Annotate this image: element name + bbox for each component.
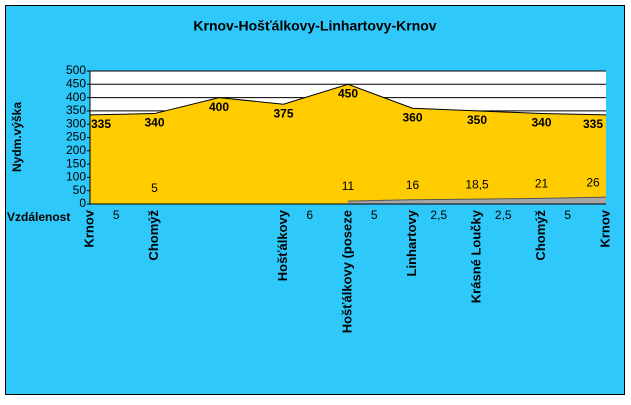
y-tick-label: 450 [66,76,86,90]
x-tick-label: Hošťálkovy (poseze [339,210,354,333]
y-tick-label: 500 [66,63,86,77]
chart-title: Krnov-Hošťálkovy-Linhartovy-Krnov [193,18,436,34]
segment-distance: 5 [564,208,571,222]
data-label: 350 [467,113,487,127]
x-tick-label: Chomýž [146,210,161,261]
data-label: 340 [144,116,164,130]
data-label: 450 [338,86,358,100]
y-tick-label: 100 [66,170,86,184]
data-label: 11 [342,179,355,193]
segment-distance: 5 [113,208,120,222]
data-label: 340 [531,116,551,130]
x-tick-label: Krnov [597,209,612,247]
segment-distance: 2,5 [495,208,512,222]
data-label: 16 [406,178,420,192]
area [90,84,606,204]
data-label: 18,5 [465,177,489,191]
y-tick-label: 300 [66,116,86,130]
x-tick-label: Linhartovy [404,209,419,276]
area-outline [89,83,607,116]
y-tick-label: 400 [66,90,86,104]
data-label: 335 [583,117,603,131]
segment-distance: 2,5 [430,208,447,222]
y-tick-label: 200 [66,143,86,157]
y-tick-label: 50 [73,183,87,197]
data-label: 360 [402,110,422,124]
data-label: 26 [586,175,600,189]
y-tick-label: 150 [66,156,86,170]
x-tick-label: Krnov [81,209,96,247]
y-axis-label: Nydm.výška [10,102,24,172]
area-outline [347,196,607,202]
data-label: 375 [273,106,293,120]
x-tick-label: Hošťálkovy [275,209,290,281]
y-tick-label: 0 [79,196,86,210]
segment-distance: 6 [306,208,313,222]
data-label: 335 [91,117,111,131]
data-label: 21 [535,177,549,191]
x-tick-label: Krásné Loučky [468,209,483,303]
y-tick-label: 350 [66,103,86,117]
segment-distance: 5 [371,208,378,222]
data-label: 5 [151,181,158,195]
data-label: 400 [209,100,229,114]
x-tick-label: Chomýž [533,210,548,261]
y-tick-label: 250 [66,130,86,144]
row-label: Vzdálenost [7,210,70,224]
